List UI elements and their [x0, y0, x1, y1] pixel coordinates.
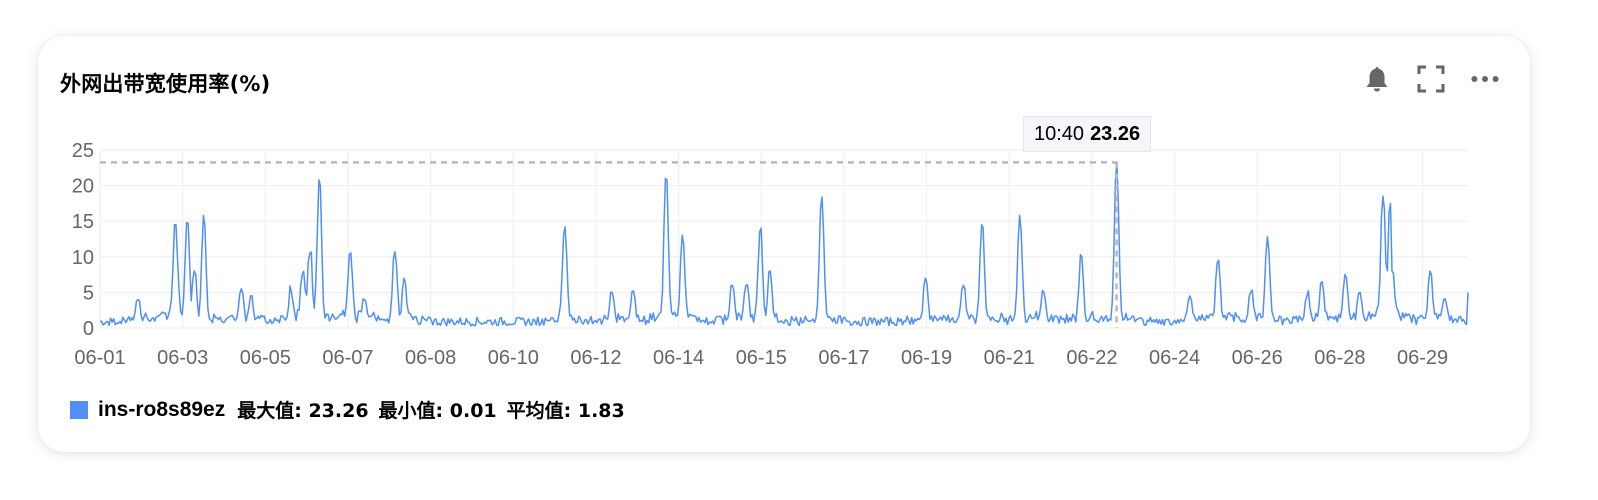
x-tick-label: 06-03: [157, 347, 208, 369]
y-tick-label: 5: [83, 282, 94, 304]
legend-max: 最大值: 23.26: [237, 400, 369, 422]
legend-avg: 平均值: 1.83: [506, 400, 625, 422]
legend-swatch[interactable]: [70, 400, 88, 419]
x-tick-label: 06-14: [653, 347, 704, 369]
legend-series-name[interactable]: ins-ro8s89ez: [98, 397, 226, 421]
more-icon[interactable]: [1470, 64, 1500, 94]
tooltip-time: 10:40: [1034, 122, 1085, 145]
chart-legend: ins-ro8s89ez 最大值: 23.26 最小值: 0.01 平均值: 1…: [70, 396, 635, 423]
series-line: [99, 161, 1469, 327]
bell-icon[interactable]: [1362, 64, 1392, 94]
fullscreen-icon[interactable]: [1416, 64, 1446, 94]
x-tick-label: 06-24: [1149, 347, 1200, 369]
x-tick-label: 06-07: [322, 347, 373, 369]
x-tick-label: 06-21: [984, 347, 1035, 369]
x-tick-label: 06-19: [901, 347, 952, 369]
legend-min: 最小值: 0.01: [378, 400, 497, 422]
x-tick-label: 06-26: [1232, 347, 1283, 369]
x-tick-label: 06-01: [74, 347, 125, 369]
y-tick-label: 0: [83, 318, 94, 340]
y-tick-label: 25: [72, 140, 94, 162]
tooltip-value: 23.26: [1090, 122, 1141, 145]
bandwidth-panel: 外网出带宽使用率(%) 0 5 10 15 20 25 06-01 06-03 06-05: [38, 36, 1530, 452]
panel-toolbar: [1362, 62, 1500, 96]
x-tick-label: 06-15: [736, 347, 787, 369]
x-tick-label: 06-17: [818, 347, 869, 369]
chart-tooltip: 10:40 23.26: [1023, 116, 1152, 152]
y-tick-label: 20: [72, 176, 94, 198]
line-chart: 0 5 10 15 20 25 06-01 06-03 06-05 06-07 06-08 06-10…: [72, 140, 1469, 369]
x-tick-label: 06-12: [570, 347, 621, 369]
x-tick-label: 06-10: [488, 347, 539, 369]
y-tick-label: 15: [72, 211, 94, 233]
x-tick-label: 06-29: [1397, 347, 1448, 369]
x-tick-label: 06-28: [1314, 347, 1365, 369]
y-tick-label: 10: [72, 247, 94, 269]
x-tick-label: 06-08: [405, 347, 456, 369]
x-tick-label: 06-22: [1066, 347, 1117, 369]
x-tick-label: 06-05: [240, 347, 291, 369]
panel-title: 外网出带宽使用率(%): [60, 72, 271, 96]
